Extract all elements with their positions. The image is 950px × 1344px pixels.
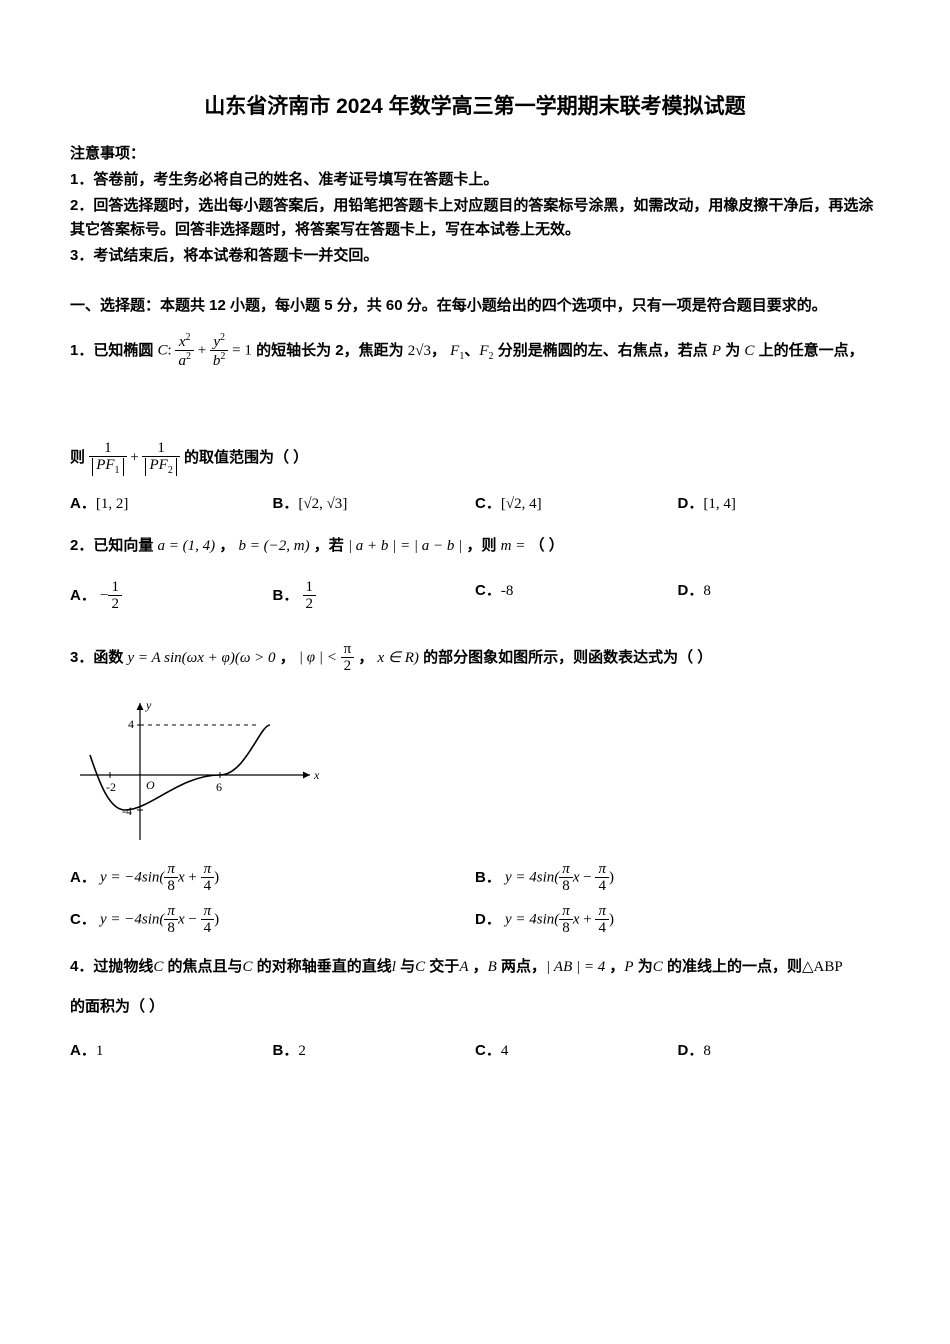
q1-text-d: 分别是椭圆的左、右焦点，若点 [498, 342, 708, 359]
q3-option-a: A． y = −4sin(π8x + π4) [70, 861, 475, 895]
ymark-neg4: -4 [122, 804, 132, 818]
q4-ab: | AB | = 4 [546, 959, 605, 975]
q3-xr: x ∈ R) [378, 650, 419, 666]
notice-line-2: 2．回答选择题时，选出每小题答案后，用铅笔把答题卡上对应题目的答案标号涂黑，如需… [70, 194, 880, 242]
q4-triangle: △ABP [802, 959, 843, 975]
q3-option-b: B． y = 4sin(π8x − π4) [475, 861, 880, 895]
q2-option-c: C．-8 [475, 579, 678, 613]
q1-option-b: B．[√2, √3] [273, 492, 476, 516]
y-axis-label: y [145, 698, 152, 712]
section-1-heading: 一、选择题：本题共 12 小题，每小题 5 分，共 60 分。在每小题给出的四个… [70, 294, 880, 318]
xmark-6: 6 [216, 780, 222, 794]
xmark-neg2: -2 [106, 780, 116, 794]
question-3: 3．函数 y = A sin(ωx + φ)(ω > 0 ， | φ | < π… [70, 641, 880, 675]
q2-cond: | a + b | = | a − b | [348, 538, 462, 554]
sine-curve [90, 725, 270, 810]
x-axis-label: x [313, 768, 320, 782]
q3-options-row2: C． y = −4sin(π8x − π4) D． y = 4sin(π8x +… [70, 903, 880, 937]
q3-fn: y = A sin(ωx + φ)(ω > 0 [128, 650, 276, 666]
q3-option-d: D． y = 4sin(π8x + π4) [475, 903, 880, 937]
question-4-tail: 的面积为（ ） [70, 991, 880, 1023]
q3-option-c: C． y = −4sin(π8x − π4) [70, 903, 475, 937]
q1-text-b: 的短轴长为 2，焦距为 [256, 342, 404, 359]
q2-option-b: B． 12 [273, 579, 476, 613]
q1-option-d: D．[1, 4] [678, 492, 881, 516]
q4-option-a: A．1 [70, 1039, 273, 1063]
q2-option-d: D．8 [678, 579, 881, 613]
q2-vec-a: a = (1, 4) [158, 538, 216, 554]
q1-focdist: 2√3 [408, 343, 431, 359]
notice-line-3: 3．考试结束后，将本试卷和答题卡一并交回。 [70, 244, 880, 268]
q3-options-row1: A． y = −4sin(π8x + π4) B． y = 4sin(π8x −… [70, 861, 880, 895]
q4-option-c: C．4 [475, 1039, 678, 1063]
q4-option-d: D．8 [678, 1039, 881, 1063]
question-4: 4．过抛物线C 的焦点且与C 的对称轴垂直的直线l 与C 交于A ，B 两点，|… [70, 951, 880, 984]
notice-line-1: 1．答卷前，考生务必将自己的姓名、准考证号填写在答题卡上。 [70, 168, 880, 192]
q1-option-c: C．[√2, 4] [475, 492, 678, 516]
q4-option-b: B．2 [273, 1039, 476, 1063]
sine-graph-svg: -2 O 6 4 -4 x y [70, 695, 330, 845]
q1-ellipse: C: x2a2 + y2b2 = 1 [158, 332, 252, 370]
q2-options: A． −12 B． 12 C．-8 D．8 [70, 579, 880, 613]
origin-label: O [146, 778, 155, 792]
page-title: 山东省济南市 2024 年数学高三第一学期期末联考模拟试题 [70, 90, 880, 124]
q1-options: A．[1, 2] B．[√2, √3] C．[√2, 4] D．[1, 4] [70, 492, 880, 516]
q3-graph: -2 O 6 4 -4 x y [70, 695, 880, 845]
q4-options: A．1 B．2 C．4 D．8 [70, 1039, 880, 1063]
q3-phi: | φ | < π2 [299, 641, 354, 675]
q2-vec-b: b = (−2, m) [239, 538, 310, 554]
q1-option-a: A．[1, 2] [70, 492, 273, 516]
notice-heading: 注意事项： [70, 142, 880, 166]
q1-text-a: 1．已知椭圆 [70, 342, 153, 359]
q2-option-a: A． −12 [70, 579, 273, 613]
ymark-4: 4 [128, 717, 134, 731]
question-2: 2．已知向量 a = (1, 4) ， b = (−2, m) ，若 | a +… [70, 530, 880, 563]
question-1-cond: 则 1PF1 + 1PF2 的取值范围为（ ） [70, 440, 880, 477]
q2-meq: m = [501, 538, 526, 554]
q1-expr: 1PF1 + 1PF2 [89, 440, 180, 477]
question-1: 1．已知椭圆 C: x2a2 + y2b2 = 1 的短轴长为 2，焦距为 2√… [70, 332, 880, 370]
